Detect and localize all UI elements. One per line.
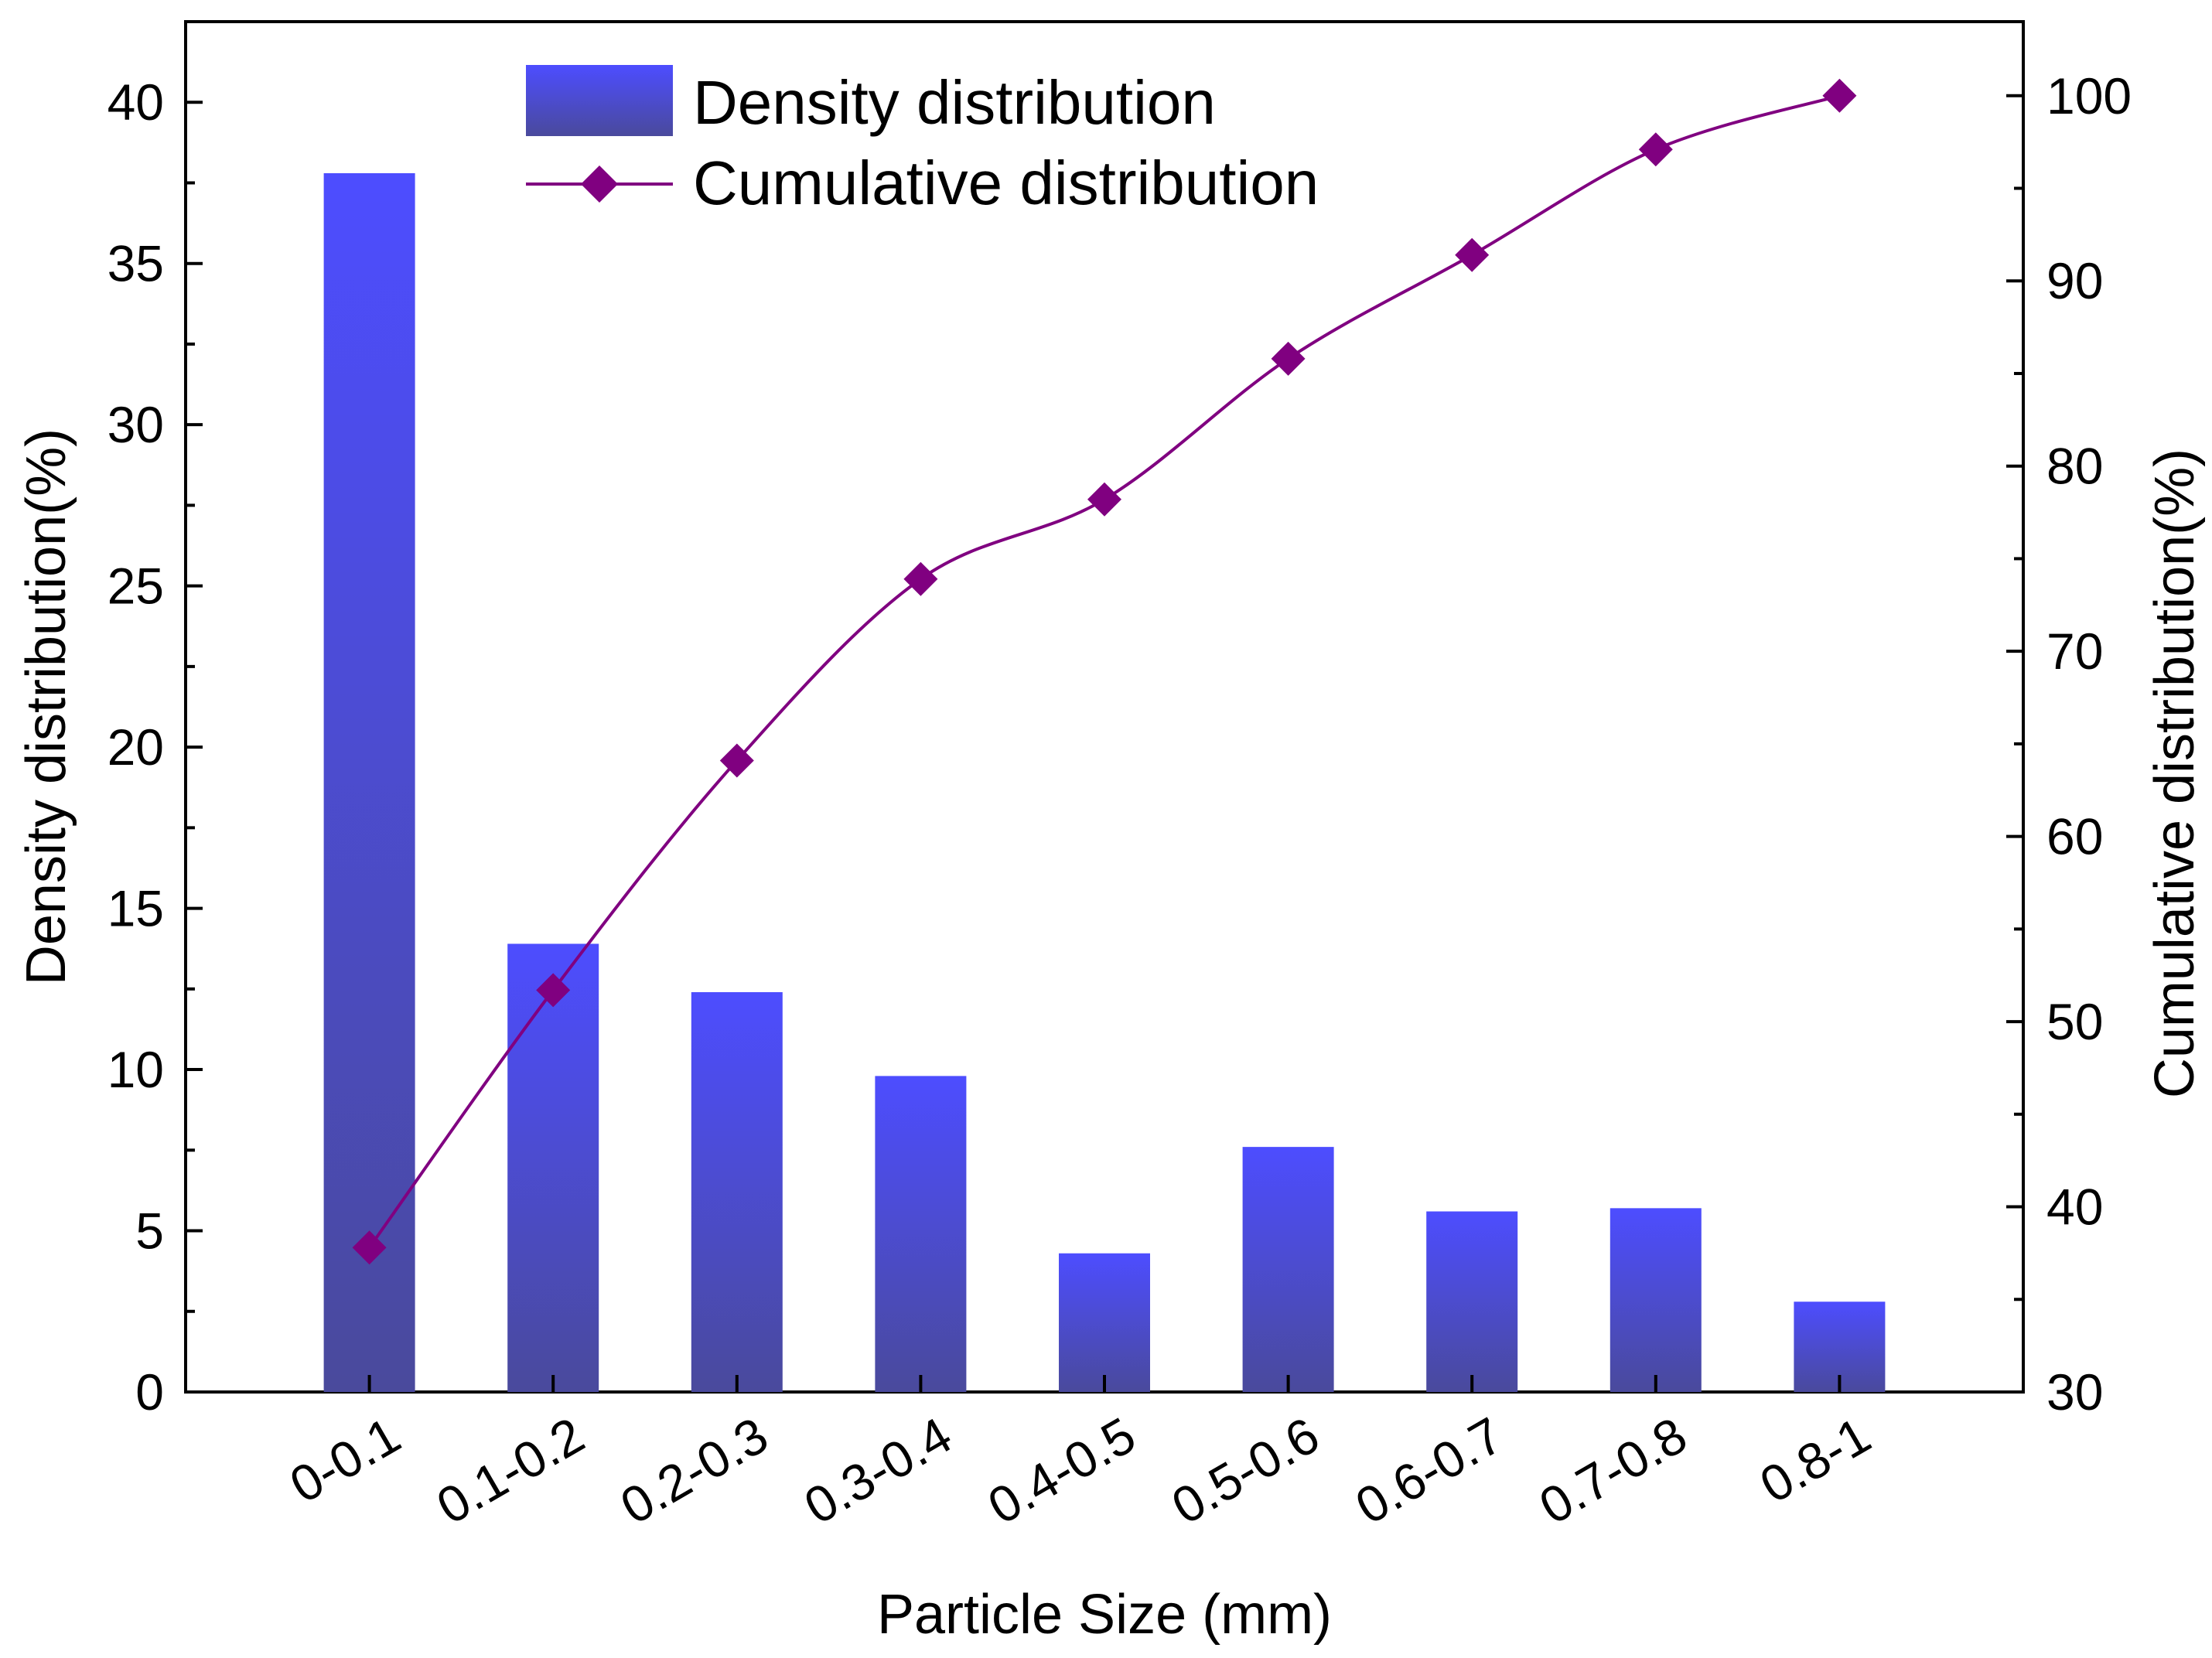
y-tick-label-25: 25 [108, 558, 164, 615]
legend: Density distribution Cumulative distribu… [526, 65, 1319, 217]
x-tick-label-0-0.1: 0-0.1 [280, 1406, 409, 1513]
y-axis-title-left: Density distribution(%) [15, 428, 77, 985]
cumulative-marker-0.2-0.3 [719, 743, 754, 778]
x-axis-title: Particle Size (mm) [877, 1584, 1332, 1646]
y-tick-label-35: 35 [108, 235, 164, 292]
y2-tick-label-80: 80 [2046, 438, 2103, 495]
x-tick-label-0.3-0.4: 0.3-0.4 [794, 1406, 961, 1535]
x-tick-label-0.7-0.8: 0.7-0.8 [1530, 1406, 1696, 1535]
x-tick-label-0.6-0.7: 0.6-0.7 [1346, 1406, 1512, 1535]
bar-0.4-0.5 [1059, 1253, 1150, 1392]
cumulative-marker-0.5-0.6 [1271, 341, 1306, 376]
y-tick-label-10: 10 [108, 1041, 164, 1098]
bar-0.5-0.6 [1242, 1147, 1334, 1392]
x-tick-label-0.4-0.5: 0.4-0.5 [978, 1406, 1145, 1535]
cumulative-marker-0.3-0.4 [903, 561, 938, 596]
legend-marker-diamond [581, 165, 618, 203]
y2-tick-label-30: 30 [2046, 1363, 2103, 1421]
y-tick-label-30: 30 [108, 396, 164, 453]
y-tick-label-40: 40 [108, 73, 164, 131]
bars-layer [323, 172, 1886, 1392]
x-tick-label-0.2-0.3: 0.2-0.3 [611, 1406, 777, 1535]
legend-bar-swatch [526, 65, 673, 136]
bar-0.3-0.4 [875, 1076, 967, 1392]
y-tick-label-15: 15 [108, 880, 164, 937]
cumulative-marker-0.8-1 [1822, 78, 1857, 113]
y2-tick-label-90: 90 [2046, 252, 2103, 309]
y2-tick-label-70: 70 [2046, 623, 2103, 680]
legend-label-cumulative: Cumulative distribution [693, 148, 1319, 217]
y-tick-label-20: 20 [108, 718, 164, 776]
x-tick-label-0.8-1: 0.8-1 [1750, 1406, 1879, 1513]
y2-tick-label-100: 100 [2046, 67, 2132, 125]
y2-tick-label-50: 50 [2046, 993, 2103, 1050]
y2-tick-label-60: 60 [2046, 808, 2103, 865]
cumulative-marker-0.4-0.5 [1087, 482, 1121, 517]
line-layer [352, 78, 1857, 1265]
bar-0.2-0.3 [691, 991, 783, 1392]
bar-0.7-0.8 [1610, 1208, 1702, 1392]
y-axis-title-right: Cumulative distribution(%) [2144, 449, 2206, 1098]
y-tick-label-5: 5 [135, 1203, 164, 1260]
legend-label-density: Density distribution [693, 68, 1216, 137]
cumulative-line [367, 94, 1840, 1249]
cumulative-marker-0-0.1 [352, 1230, 387, 1265]
bar-0-0.1 [323, 172, 415, 1392]
bar-0.6-0.7 [1426, 1211, 1518, 1392]
y-tick-label-0: 0 [135, 1363, 164, 1421]
x-tick-label-0.5-0.6: 0.5-0.6 [1162, 1406, 1329, 1535]
x-tick-label-0.1-0.2: 0.1-0.2 [427, 1406, 593, 1535]
cumulative-marker-0.7-0.8 [1638, 132, 1673, 167]
plot-frame [184, 20, 2025, 1394]
cumulative-marker-0.6-0.7 [1455, 237, 1490, 272]
cumulative-marker-0.1-0.2 [536, 973, 571, 1008]
bar-0.1-0.2 [507, 943, 599, 1392]
y2-tick-label-40: 40 [2046, 1179, 2103, 1236]
